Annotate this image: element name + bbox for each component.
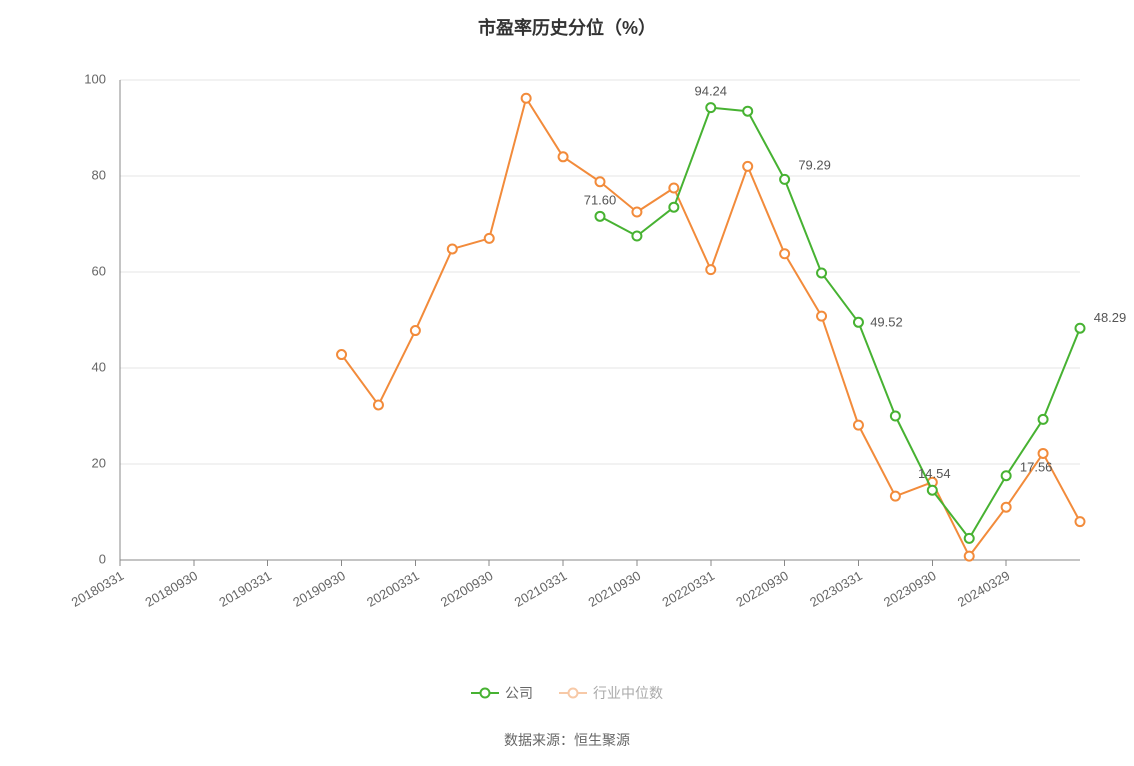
legend-item-company[interactable]: 公司 — [471, 683, 533, 703]
svg-text:100: 100 — [84, 71, 106, 86]
y-axis: 0 20 40 60 80 100 — [84, 71, 120, 566]
legend-label: 行业中位数 — [593, 683, 663, 703]
x-axis: 20180331 20180930 20190331 20190930 20200331… — [69, 560, 1080, 610]
svg-text:80: 80 — [92, 167, 106, 182]
series-industry-median — [337, 94, 1084, 561]
data-source-line: 数据来源：恒生聚源 — [0, 730, 1134, 750]
chart-plot-wrap: 020406080100 201803312018093020190331201… — [60, 60, 1080, 600]
svg-text:20230331: 20230331 — [807, 568, 865, 610]
legend-swatch-icon — [471, 686, 499, 700]
svg-text:94.24: 94.24 — [694, 84, 727, 99]
svg-text:20190930: 20190930 — [290, 568, 348, 610]
svg-text:20240329: 20240329 — [955, 568, 1013, 610]
chart-grid — [120, 80, 1080, 464]
svg-text:20210331: 20210331 — [512, 568, 570, 610]
svg-text:20220930: 20220930 — [733, 568, 791, 610]
chart-container: 市盈率历史分位（%） 0 20 40 60 80 100 20180331 20180930… — [0, 0, 1134, 766]
chart-svg: 020406080100 201803312018093020190331201… — [60, 60, 1080, 600]
svg-text:40: 40 — [92, 359, 106, 374]
svg-text:20200331: 20200331 — [364, 568, 422, 610]
svg-text:20180331: 20180331 — [69, 568, 127, 610]
svg-text:17.56: 17.56 — [1020, 460, 1053, 475]
svg-text:20180930: 20180930 — [143, 568, 201, 610]
chart-title: 市盈率历史分位（%） — [0, 14, 1134, 40]
legend-label: 公司 — [505, 683, 533, 703]
svg-text:14.54: 14.54 — [918, 466, 951, 481]
legend-item-industry-median[interactable]: 行业中位数 — [559, 683, 663, 703]
svg-text:0: 0 — [99, 551, 106, 566]
svg-text:60: 60 — [92, 263, 106, 278]
svg-text:20230930: 20230930 — [881, 568, 939, 610]
svg-text:20190331: 20190331 — [216, 568, 274, 610]
svg-text:48.29: 48.29 — [1094, 310, 1127, 325]
legend-swatch-icon — [559, 686, 587, 700]
svg-text:20220331: 20220331 — [659, 568, 717, 610]
svg-text:20200930: 20200930 — [438, 568, 496, 610]
svg-text:49.52: 49.52 — [870, 314, 903, 329]
legend: 公司 行业中位数 — [0, 680, 1134, 706]
series-company — [596, 103, 1085, 543]
svg-text:79.29: 79.29 — [798, 157, 831, 172]
svg-text:20: 20 — [92, 455, 106, 470]
svg-text:71.60: 71.60 — [584, 192, 617, 207]
svg-text:20210930: 20210930 — [586, 568, 644, 610]
